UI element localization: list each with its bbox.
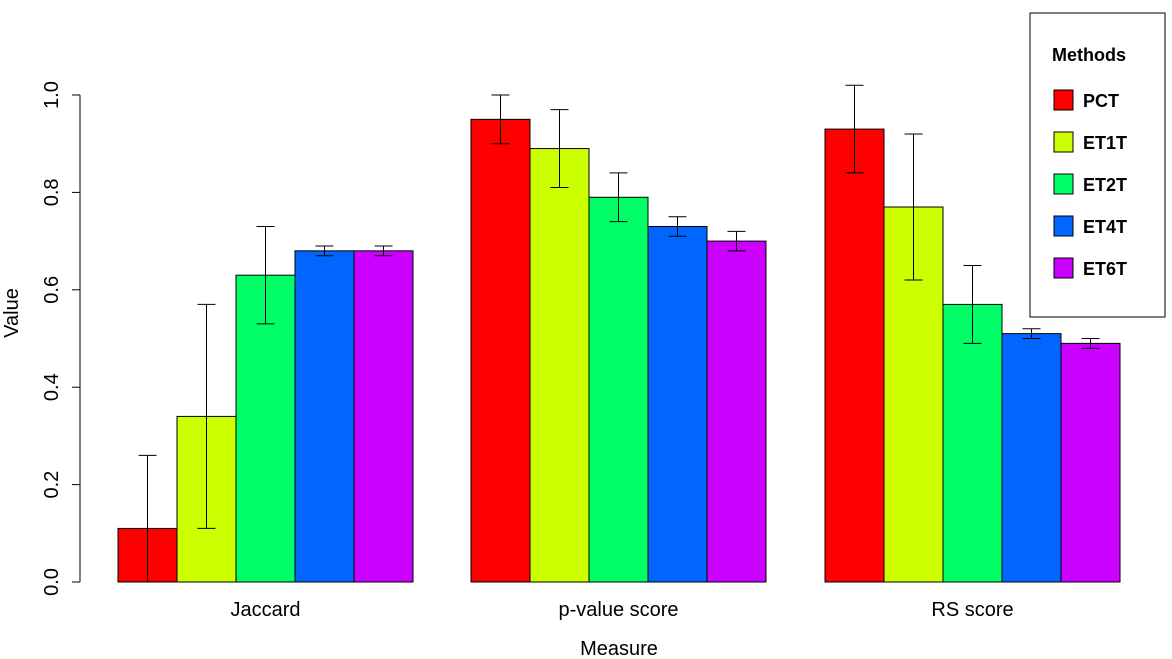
x-category-label: p-value score <box>558 599 678 621</box>
y-tick-label: 1.0 <box>41 81 63 109</box>
bar-et4t-1 <box>647 225 708 583</box>
y-tick-label: 0.0 <box>41 568 63 596</box>
bar-et2t-1 <box>588 196 649 583</box>
x-axis-title: Measure <box>580 638 658 659</box>
legend-label-et6t: ET6T <box>1083 259 1127 279</box>
legend-swatch-et4t <box>1053 215 1074 237</box>
bar-et6t-2 <box>1060 342 1121 583</box>
legend-swatch-et1t <box>1053 131 1074 153</box>
legend-box <box>1029 12 1166 318</box>
y-tick-label: 0.2 <box>41 471 63 499</box>
legend-label-et4t: ET4T <box>1083 217 1127 237</box>
x-category-label: RS score <box>931 599 1013 621</box>
x-category-label: Jaccard <box>230 599 300 621</box>
legend-swatch-pct <box>1053 89 1074 111</box>
bar-et4t-2 <box>1001 333 1062 583</box>
y-axis-title: Value <box>1 288 23 338</box>
bar-et6t-0 <box>353 250 414 583</box>
legend-swatch-et6t <box>1053 257 1074 279</box>
bar-et6t-1 <box>706 240 767 583</box>
y-tick-label: 0.4 <box>41 373 63 401</box>
bar-pct-2 <box>824 128 885 583</box>
legend-label-et2t: ET2T <box>1083 175 1127 195</box>
legend-title: Methods <box>1052 45 1126 65</box>
legend: Methods PCT ET1T ET2T ET4T ET6T <box>1029 12 1166 318</box>
bar-et4t-0 <box>294 250 355 583</box>
legend-swatch-et2t <box>1053 173 1074 195</box>
bar-et1t-1 <box>529 148 590 583</box>
y-tick-label: 0.6 <box>41 276 63 304</box>
y-axis: 0.0 0.2 0.4 0.6 0.8 1.0 <box>41 81 81 596</box>
error-bars <box>138 84 1100 583</box>
y-tick-label: 0.8 <box>41 178 63 206</box>
legend-label-et1t: ET1T <box>1083 133 1127 153</box>
bar-pct-1 <box>470 118 531 583</box>
legend-label-pct: PCT <box>1083 91 1119 111</box>
category-labels: Jaccard p-value score RS score <box>230 599 1013 621</box>
bar-et2t-0 <box>235 274 296 583</box>
bar-et2t-2 <box>942 303 1003 583</box>
